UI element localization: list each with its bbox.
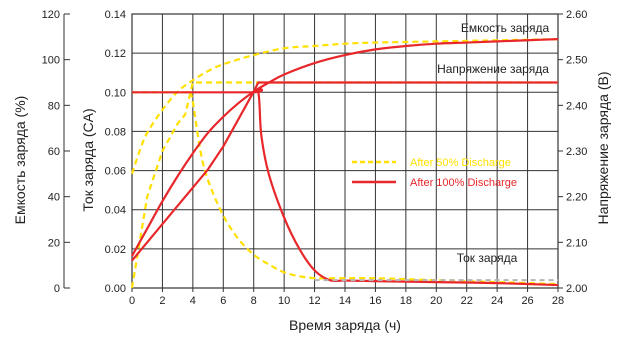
x-tick-label: 4: [190, 295, 196, 307]
current-annotation: Ток заряда: [457, 251, 518, 265]
series-50-voltage-v-line: [130, 81, 558, 289]
voltage-tick-label: 2.40: [566, 100, 587, 112]
data-curves: [130, 38, 559, 289]
current-tick-label: 0.14: [105, 9, 126, 21]
series-100-capacity-pct-line: [131, 38, 559, 257]
capacity-tick-label: 80: [48, 100, 60, 112]
capacity-tick-label: 120: [42, 9, 60, 21]
current-tick-label: 0.10: [105, 87, 126, 99]
x-tick-label: 22: [461, 295, 473, 307]
y-axis-outer-left-title: Емкость заряда (%): [12, 96, 28, 225]
voltage-tick-label: 2.50: [566, 55, 587, 67]
capacity-tick-label: 0: [54, 283, 60, 295]
y-axis-right-title: Напряжение заряда (В): [595, 72, 611, 225]
series-50-current-ca-line: [131, 90, 559, 286]
legend-label-100: After 100% Discharge: [410, 177, 517, 189]
x-tick-label: 20: [430, 295, 442, 307]
series-100-voltage-v-line: [131, 81, 558, 262]
x-tick-label: 12: [308, 295, 320, 307]
x-tick-label: 24: [491, 295, 503, 307]
capacity-annotation: Емкость заряда: [461, 21, 550, 35]
x-tick-label: 16: [369, 295, 381, 307]
y-axis-inner-left-title: Ток заряда (CA): [80, 108, 96, 211]
x-tick-label: 0: [129, 295, 135, 307]
x-tick-label: 10: [278, 295, 290, 307]
x-tick-label: 2: [159, 295, 165, 307]
x-tick-label: 8: [251, 295, 257, 307]
series-100-current-ca-line: [131, 88, 559, 287]
x-tick-label: 14: [339, 295, 351, 307]
capacity-tick-label: 20: [48, 237, 60, 249]
x-tick-label: 6: [220, 295, 226, 307]
current-tick-label: 0.02: [105, 244, 126, 256]
capacity-tick-label: 60: [48, 146, 60, 158]
voltage-tick-label: 2.00: [566, 283, 587, 295]
voltage-tick-label: 2.20: [566, 192, 587, 204]
current-tick-label: 0.00: [105, 283, 126, 295]
voltage-annotation: Напряжение заряда: [437, 62, 549, 76]
current-tick-label: 0.04: [105, 205, 126, 217]
legend: After 50% Discharge After 100% Discharge: [352, 157, 517, 189]
voltage-tick-label: 2.30: [566, 146, 587, 158]
current-tick-label: 0.06: [105, 166, 126, 178]
x-tick-label: 28: [552, 295, 564, 307]
voltage-tick-label: 2.60: [566, 9, 587, 21]
capacity-tick-label: 100: [42, 55, 60, 67]
current-tick-label: 0.12: [105, 48, 126, 60]
x-tick-label: 18: [400, 295, 412, 307]
capacity-tick-label: 40: [48, 192, 60, 204]
voltage-tick-label: 2.10: [566, 237, 587, 249]
current-tick-label: 0.08: [105, 126, 126, 138]
legend-label-50: After 50% Discharge: [410, 157, 511, 169]
axis-ticks: 0 2 4 6 8 10 12 14 16 18 20 22 24 26 280.000.020.040.0…: [42, 9, 588, 307]
x-axis-title: Время заряда (ч): [289, 317, 401, 333]
x-tick-label: 26: [521, 295, 533, 307]
series-50-capacity-pct-line: [130, 38, 559, 175]
